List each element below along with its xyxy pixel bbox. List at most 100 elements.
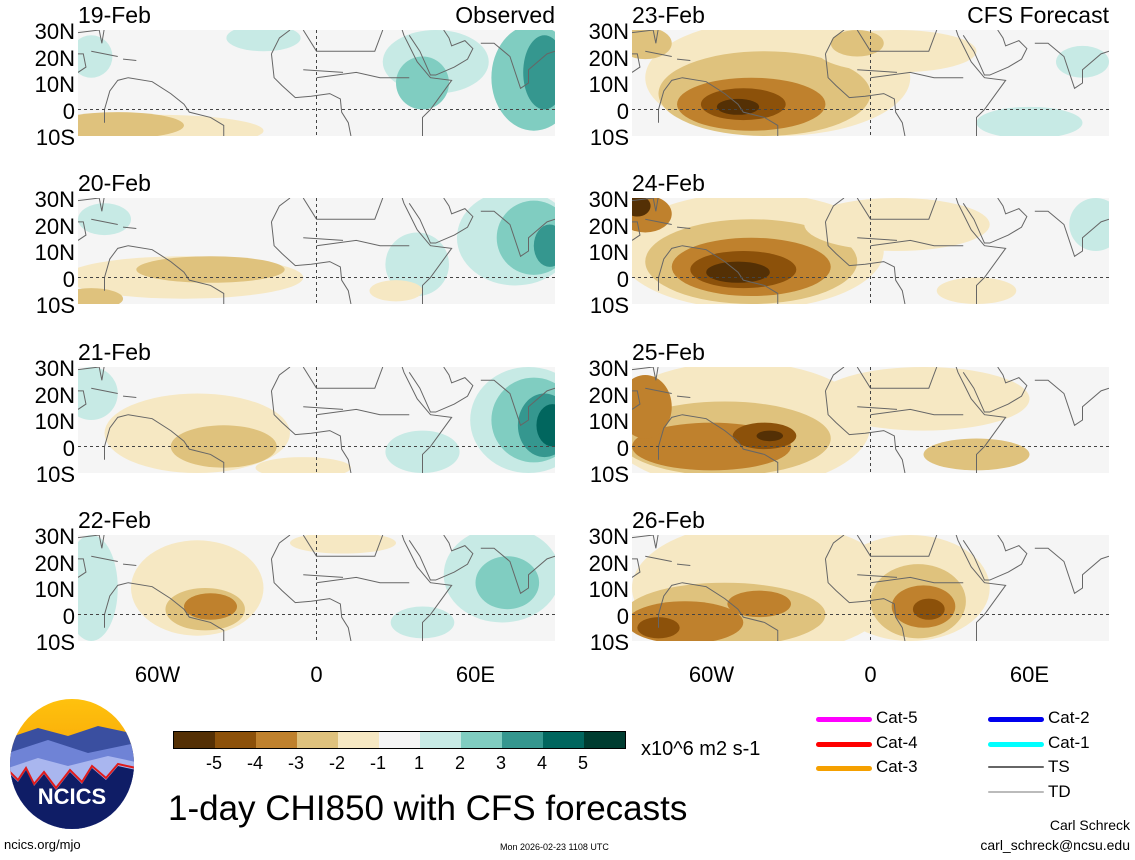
- colorbar-units: x10^6 m2 s-1: [641, 738, 761, 760]
- lat-label: 30N: [588, 524, 629, 549]
- coastline: [825, 367, 845, 392]
- coastline: [677, 395, 691, 398]
- anomaly-contour: [533, 224, 555, 267]
- legend-label: Cat-3: [876, 757, 918, 776]
- coastline: [78, 390, 87, 410]
- coastline: [271, 30, 291, 55]
- lat-label: 20N: [588, 213, 629, 239]
- coastline: [303, 69, 344, 73]
- coastline: [123, 395, 137, 398]
- colorbar-swatch: [215, 732, 256, 748]
- coastline: [480, 547, 555, 595]
- map-panel-25-Feb: [632, 367, 1109, 473]
- coastline: [824, 390, 906, 473]
- coastline: [857, 406, 898, 410]
- coastline: [104, 245, 225, 304]
- lat-label: 30N: [34, 524, 75, 549]
- coastline: [962, 198, 1028, 244]
- coastline: [270, 221, 352, 304]
- lat-label: 10S: [589, 630, 629, 655]
- coastline: [78, 535, 105, 549]
- lat-label: 0: [616, 603, 629, 629]
- anomaly-contour: [475, 556, 540, 610]
- coastline: [1034, 547, 1109, 595]
- footer-email[interactable]: carl_schreck@ncsu.edu: [980, 837, 1130, 853]
- map-panel-26-Feb: [632, 535, 1109, 641]
- footer-url[interactable]: ncics.org/mjo: [4, 837, 81, 852]
- colorbar-swatch: [256, 732, 297, 748]
- coastline: [955, 198, 1007, 304]
- anomaly-contour: [1056, 45, 1109, 78]
- legend-label: Cat-4: [876, 732, 918, 752]
- colorbar-swatch: [379, 732, 420, 748]
- coastline: [316, 239, 410, 247]
- lat-label: 10N: [588, 409, 629, 434]
- lat-label: 10S: [35, 462, 75, 487]
- lat-label: 10N: [588, 72, 629, 97]
- lon-label: 60E: [1009, 662, 1050, 687]
- coastline: [401, 535, 453, 641]
- colorbar-swatch: [543, 732, 584, 748]
- legend-swatch: [816, 766, 872, 771]
- coastline: [856, 535, 938, 557]
- anomaly-contour: [184, 593, 237, 620]
- lat-label: 20N: [34, 382, 75, 408]
- coastline: [123, 226, 137, 229]
- anomaly-contour: [78, 203, 131, 236]
- anomaly-contour: [716, 98, 760, 115]
- coastline: [856, 367, 938, 389]
- anomaly-contour: [396, 56, 449, 110]
- coastline: [302, 367, 384, 389]
- coastline: [857, 69, 898, 73]
- coastline: [408, 535, 474, 581]
- coastline: [955, 535, 1007, 641]
- coastline: [825, 198, 845, 223]
- legend-label: Cat-2: [1048, 708, 1090, 727]
- coastline: [316, 408, 410, 416]
- colorbar-swatch: [297, 732, 338, 748]
- lat-label: 0: [616, 435, 629, 461]
- lat-label: 10N: [588, 577, 629, 602]
- legend-label: Cat-1: [1048, 732, 1090, 752]
- coastline: [645, 218, 672, 225]
- lat-label: 10S: [589, 125, 629, 150]
- anomaly-contour: [912, 598, 945, 620]
- lon-label: 0: [310, 662, 323, 687]
- map-panel-19-Feb: [78, 30, 555, 136]
- coastline: [303, 406, 344, 410]
- colorbar-swatch: [461, 732, 502, 748]
- coastline: [271, 367, 291, 392]
- anomaly-contour: [727, 590, 791, 618]
- coastline: [78, 367, 105, 381]
- anomaly-contour: [632, 198, 651, 217]
- anomaly-contour: [536, 404, 555, 447]
- colorbar-tick: 4: [536, 753, 547, 773]
- ncics-logo: NCICS: [10, 699, 134, 829]
- legend-label: TD: [1048, 781, 1071, 801]
- panel-date: 21-Feb: [78, 339, 151, 365]
- map-panel-21-Feb: [78, 367, 555, 473]
- coastline: [408, 367, 474, 413]
- map-panel-24-Feb: [632, 198, 1109, 304]
- coastline: [78, 558, 87, 578]
- coastline: [270, 390, 352, 473]
- coastline: [825, 30, 845, 55]
- coastline: [78, 221, 87, 241]
- legend-swatch: [988, 741, 1044, 747]
- lat-label: 20N: [34, 213, 75, 239]
- lat-label: 10S: [589, 293, 629, 318]
- lat-label: 0: [62, 435, 75, 461]
- coastline: [824, 53, 906, 136]
- legend-label: TS: [1048, 757, 1070, 776]
- coastline: [104, 414, 225, 473]
- anomaly-contour: [369, 280, 423, 302]
- panel-date: 20-Feb: [78, 170, 151, 196]
- coastline: [632, 558, 641, 578]
- coastline: [825, 535, 845, 560]
- anomaly-contour: [385, 232, 450, 297]
- colorbar-tick: -1: [369, 753, 386, 773]
- colorbar-tick: 2: [454, 753, 465, 773]
- coastline: [677, 226, 691, 229]
- coastline: [870, 576, 964, 584]
- anomaly-contour: [255, 457, 351, 473]
